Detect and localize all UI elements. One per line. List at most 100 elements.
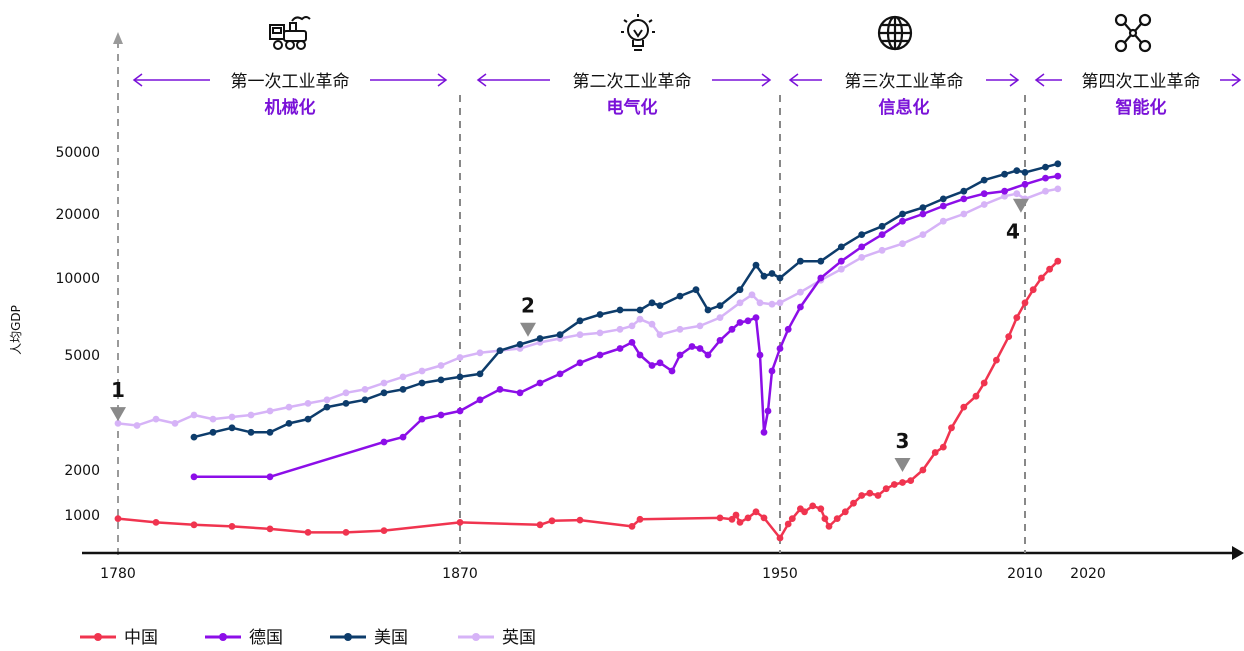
series-美国 [190,160,1062,441]
data-point [556,370,564,378]
data-point [636,515,644,523]
data-point [1029,286,1037,294]
data-point [752,261,760,269]
data-point [399,373,407,381]
data-point [817,274,825,282]
data-point [456,354,464,361]
data-point [980,379,988,387]
era-name-4: 第四次工业革命 [1082,72,1201,92]
data-point [516,389,524,397]
data-point [899,210,906,218]
data-point [960,403,968,411]
data-point [596,351,604,359]
data-point [648,362,656,369]
data-point [817,505,825,513]
data-point [837,243,845,251]
y-axis-arrow [113,32,123,44]
data-point [399,386,407,393]
data-point [576,359,584,367]
data-point [760,272,768,280]
legend-swatch-dot [472,633,480,641]
data-point [456,407,464,415]
data-point [496,386,504,393]
data-point [716,314,724,321]
legend: 中国 德国 美国 英国 [80,628,536,648]
data-point [576,317,584,325]
data-point [342,400,350,407]
data-point [656,331,664,339]
data-point [1005,333,1013,340]
data-point [323,403,331,411]
y-tick-label: 50000 [55,145,100,161]
y-tick-label: 1000 [64,508,100,524]
data-point [437,362,445,369]
data-point [152,415,160,423]
data-point [456,519,464,526]
data-point [1046,265,1053,273]
data-point [1054,172,1062,180]
data-point [797,303,804,311]
data-point [536,335,544,342]
data-point [704,306,712,314]
data-point [190,433,198,441]
marker-label: 4 [1006,220,1020,244]
data-point [596,329,604,337]
data-point [1021,299,1029,307]
data-point [850,499,857,507]
data-point [247,411,255,419]
legend-swatch-dot [344,633,352,641]
data-point [841,508,849,516]
data-point [437,411,445,419]
data-point [228,413,236,421]
legend-label: 德国 [249,628,283,647]
y-tick-label: 20000 [55,207,100,223]
data-point [858,492,866,499]
era-arrows [132,73,1242,87]
data-point [776,345,784,352]
marker-2: 2 [520,294,536,337]
data-point [596,311,604,318]
globe-icon [877,15,913,51]
data-point [628,523,636,530]
data-point [576,516,584,524]
data-point [171,420,179,427]
data-point [809,502,817,510]
x-tick-labels: 1780 1870 1950 2010 2020 [100,566,1106,582]
data-point [744,317,752,325]
lightbulb-icon [621,14,655,51]
legend-label: 中国 [124,628,158,647]
data-point [960,195,968,203]
y-tick-label: 10000 [55,271,100,287]
legend-swatch-dot [219,633,227,641]
data-point [190,411,198,419]
data-point [1054,257,1062,265]
data-point [756,299,764,307]
y-tick-label: 5000 [64,348,100,364]
data-point [858,243,866,251]
data-point [399,433,407,441]
data-point [760,514,768,522]
data-point [878,222,886,230]
data-point [993,356,1000,364]
data-point [980,190,988,198]
data-point [768,300,776,308]
data-point [668,367,676,375]
y-tick-label: 2000 [64,463,100,479]
data-point [756,351,764,359]
data-point [728,515,736,523]
data-point [696,322,704,330]
data-point [939,202,947,210]
data-point [1042,187,1049,195]
data-point [380,389,388,397]
data-point [760,428,768,436]
data-point [361,396,369,404]
data-point [228,523,236,530]
marker-triangle [1012,198,1029,213]
data-point [960,210,968,218]
data-point [1021,169,1029,176]
data-point [190,473,198,481]
series-中国 [114,257,1062,542]
series-line [117,187,1059,427]
data-point [209,428,217,436]
marker-label: 2 [521,294,535,318]
